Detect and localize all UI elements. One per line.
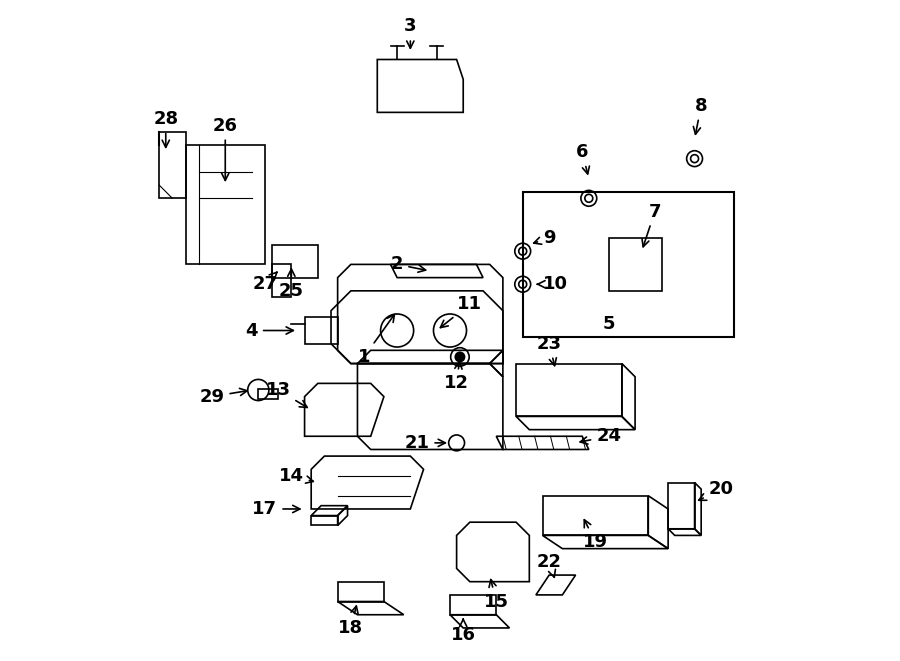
Text: 8: 8 <box>693 97 707 134</box>
Text: 13: 13 <box>266 381 307 407</box>
Text: 3: 3 <box>404 17 417 48</box>
Text: 5: 5 <box>602 315 615 333</box>
Text: 22: 22 <box>536 553 562 577</box>
Text: 27: 27 <box>252 272 277 293</box>
Text: 20: 20 <box>698 480 733 500</box>
Text: 6: 6 <box>576 143 590 174</box>
Text: 15: 15 <box>484 580 508 611</box>
Text: 17: 17 <box>252 500 300 518</box>
Text: 21: 21 <box>404 434 446 452</box>
Text: 29: 29 <box>200 387 248 406</box>
Text: 25: 25 <box>279 269 304 300</box>
Text: 12: 12 <box>444 362 469 393</box>
Text: 28: 28 <box>153 110 178 147</box>
Text: 24: 24 <box>580 427 621 446</box>
Circle shape <box>455 352 464 362</box>
Text: 1: 1 <box>358 315 394 366</box>
Text: 23: 23 <box>536 334 562 366</box>
Text: 11: 11 <box>440 295 482 328</box>
Text: 4: 4 <box>246 321 293 340</box>
Text: 10: 10 <box>537 275 568 293</box>
Text: 9: 9 <box>534 229 555 247</box>
Text: 18: 18 <box>338 606 364 637</box>
Text: 26: 26 <box>212 116 238 180</box>
Text: 19: 19 <box>583 520 608 551</box>
Text: 2: 2 <box>391 255 426 274</box>
Text: 14: 14 <box>279 467 313 485</box>
Text: 7: 7 <box>642 202 662 247</box>
Text: 16: 16 <box>451 619 476 644</box>
